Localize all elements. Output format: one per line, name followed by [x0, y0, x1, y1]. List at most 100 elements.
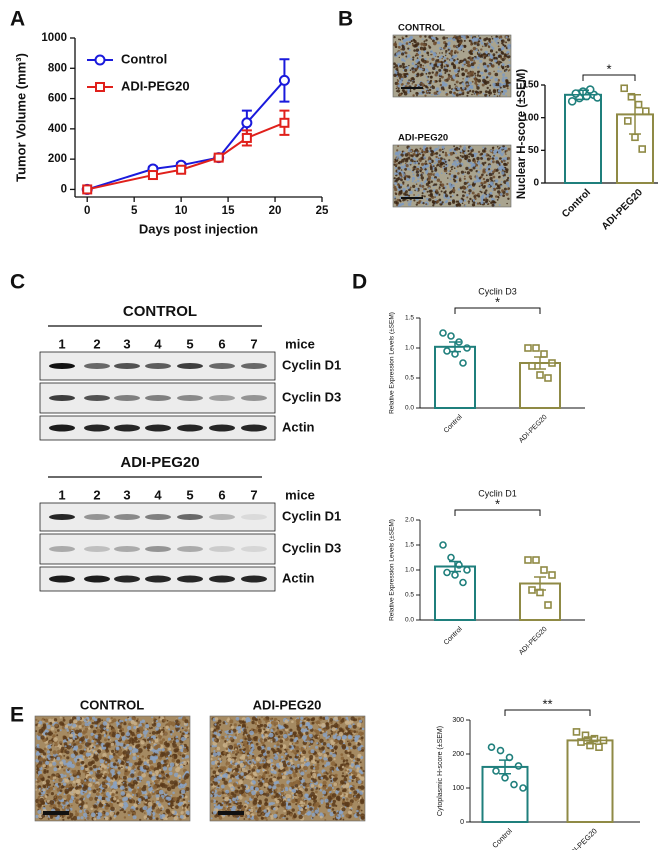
texture-dot: [159, 737, 162, 740]
texture-dot: [443, 65, 446, 68]
texture-dot: [460, 150, 463, 153]
texture-dot: [138, 726, 144, 731]
texture-dot: [133, 726, 137, 730]
texture-dot: [453, 65, 457, 70]
texture-dot: [463, 84, 465, 87]
texture-dot: [433, 91, 437, 95]
texture-dot: [156, 797, 160, 801]
texture-dot: [421, 48, 424, 51]
texture-dot: [496, 95, 499, 97]
texture-dot: [96, 739, 101, 744]
texture-dot: [82, 791, 85, 794]
texture-dot: [496, 187, 499, 190]
texture-dot: [504, 182, 506, 184]
texture-dot: [35, 718, 38, 721]
texture-dot: [484, 161, 487, 164]
texture-dot: [466, 91, 470, 94]
texture-dot: [66, 794, 72, 799]
texture-dot: [277, 805, 280, 808]
texture-dot: [415, 48, 420, 52]
texture-dot: [429, 166, 433, 169]
texture-dot: [53, 782, 56, 785]
texture-dot: [80, 761, 85, 765]
texture-dot: [87, 724, 90, 726]
texture-dot: [332, 777, 337, 782]
texture-dot: [478, 37, 482, 40]
texture-dot: [478, 176, 482, 180]
texture-dot: [48, 783, 51, 786]
texture-dot: [457, 47, 461, 51]
texture-dot: [355, 742, 358, 745]
texture-dot: [96, 766, 99, 768]
texture-dot: [447, 201, 452, 206]
texture-dot: [345, 725, 349, 728]
texture-dot: [170, 733, 173, 736]
texture-dot: [428, 150, 431, 153]
texture-dot: [181, 727, 184, 730]
texture-dot: [505, 170, 509, 174]
texture-dot: [478, 40, 481, 43]
texture-dot: [94, 783, 99, 789]
texture-dot: [101, 719, 103, 721]
texture-dot: [329, 718, 334, 722]
texture-dot: [428, 159, 432, 164]
texture-dot: [438, 56, 442, 60]
texture-dot: [54, 783, 58, 786]
texture-dot: [497, 66, 500, 69]
texture-dot: [336, 787, 340, 791]
texture-dot: [146, 810, 151, 814]
texture-dot: [495, 158, 497, 160]
texture-dot: [167, 802, 171, 806]
texture-dot: [394, 182, 398, 185]
texture-dot: [465, 166, 469, 171]
texture-dot: [432, 66, 436, 71]
texture-dot: [333, 782, 338, 787]
texture-dot: [427, 54, 430, 56]
texture-dot: [462, 50, 465, 53]
texture-dot: [114, 782, 117, 785]
texture-dot: [359, 819, 362, 821]
texture-dot: [231, 777, 234, 780]
texture-dot: [244, 800, 248, 803]
texture-dot: [495, 160, 499, 164]
texture-dot: [284, 787, 289, 792]
texture-dot: [264, 733, 269, 738]
texture-dot: [458, 61, 461, 64]
texture-dot: [447, 48, 450, 51]
texture-dot: [86, 816, 90, 820]
texture-dot: [62, 782, 67, 786]
texture-dot: [505, 153, 507, 155]
texture-dot: [268, 789, 273, 794]
texture-dot: [322, 795, 325, 797]
texture-dot: [210, 745, 212, 748]
texture-dot: [166, 719, 169, 722]
texture-dot: [173, 772, 179, 778]
texture-dot: [143, 812, 146, 814]
texture-dot: [127, 777, 132, 782]
texture-dot: [75, 779, 80, 784]
texture-dot: [423, 205, 426, 207]
texture-dot: [243, 818, 246, 820]
texture-dot: [182, 808, 186, 811]
texture-dot: [44, 795, 48, 798]
texture-dot: [79, 741, 82, 744]
texture-dot: [449, 191, 452, 195]
texture-dot: [263, 778, 268, 783]
texture-dot: [432, 52, 436, 56]
texture-dot: [501, 42, 504, 45]
texture-dot: [152, 785, 157, 790]
texture-dot: [169, 740, 173, 744]
texture-dot: [143, 745, 147, 749]
texture-dot: [345, 759, 349, 762]
texture-dot: [454, 60, 459, 65]
texture-dot: [188, 800, 190, 803]
texture-dot: [467, 87, 470, 91]
texture-dot: [498, 164, 501, 166]
texture-dot: [61, 722, 65, 726]
texture-dot: [94, 751, 98, 755]
texture-dot: [360, 736, 364, 740]
texture-dot: [150, 736, 153, 739]
texture-dot: [463, 199, 467, 202]
texture-dot: [179, 795, 182, 798]
texture-dot: [494, 188, 497, 191]
